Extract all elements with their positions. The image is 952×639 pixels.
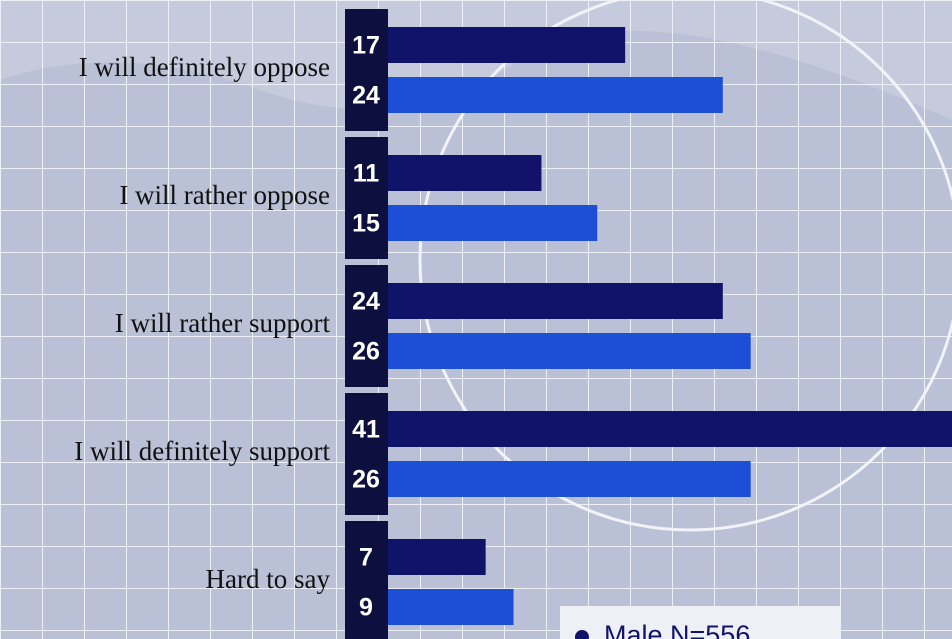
bar	[388, 411, 952, 447]
value-label: 24	[352, 82, 380, 110]
bar	[388, 205, 598, 241]
value-label: 7	[359, 544, 373, 572]
label-box	[345, 9, 388, 131]
category-label: I will definitely support	[74, 436, 330, 466]
emblem-circle	[418, 0, 952, 532]
legend-label: Male N=556	[604, 620, 750, 639]
label-box	[345, 393, 388, 515]
value-label: 17	[352, 32, 380, 60]
bar	[388, 283, 723, 319]
value-label: 9	[359, 594, 373, 622]
value-label: 41	[352, 416, 380, 444]
bar	[388, 333, 751, 369]
label-box	[345, 521, 388, 639]
category-label: Hard to say	[206, 564, 331, 594]
bar	[388, 155, 542, 191]
category-label: I will rather oppose	[119, 180, 330, 210]
bar	[388, 539, 486, 575]
value-label: 11	[353, 160, 380, 188]
legend-marker	[575, 630, 589, 639]
category-label: I will definitely oppose	[79, 52, 330, 82]
bar	[388, 77, 723, 113]
label-box	[345, 137, 388, 259]
bar	[388, 461, 751, 497]
value-label: 15	[352, 210, 380, 238]
value-label: 26	[352, 338, 380, 366]
category-label: I will rather support	[115, 308, 331, 338]
value-label: 24	[352, 288, 380, 316]
bar	[388, 27, 626, 63]
legend-box	[560, 606, 840, 639]
value-label: 26	[352, 466, 380, 494]
bar	[388, 589, 514, 625]
label-box	[345, 265, 388, 387]
